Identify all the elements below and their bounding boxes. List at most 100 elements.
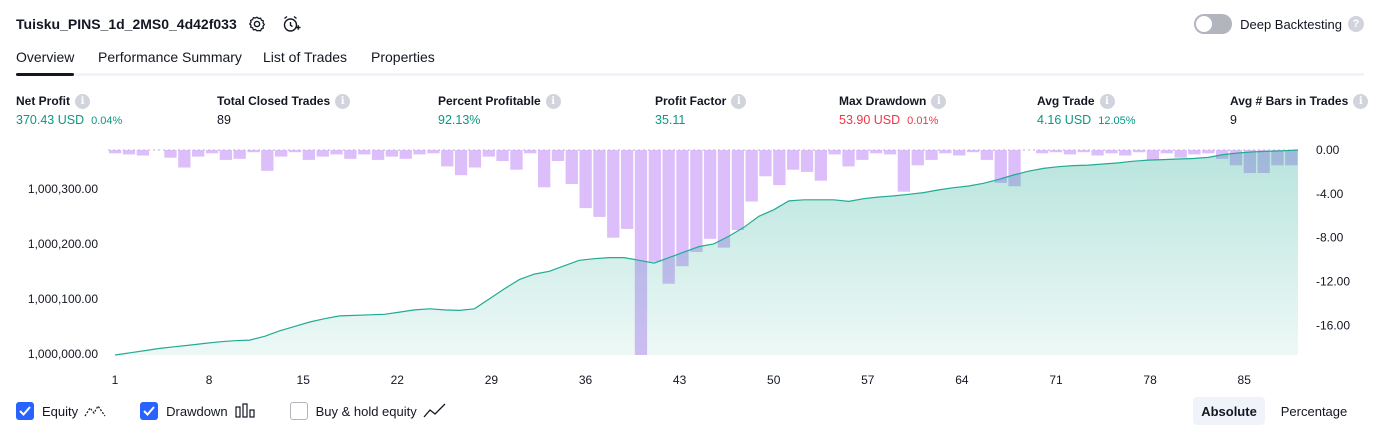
drawdown-bar xyxy=(316,150,329,157)
x-tick-label: 43 xyxy=(673,373,687,387)
tab-properties[interactable]: Properties xyxy=(371,49,435,65)
x-tick-label: 71 xyxy=(1049,373,1063,387)
equity-line-icon xyxy=(84,404,106,417)
drawdown-bar xyxy=(828,150,841,155)
tab-performance-summary[interactable]: Performance Summary xyxy=(98,49,242,65)
x-tick-label: 50 xyxy=(767,373,781,387)
drawdown-bar xyxy=(745,150,758,202)
drawdown-bar xyxy=(178,150,191,168)
equity-area xyxy=(114,149,1299,356)
metric-subvalue: 12.05% xyxy=(1098,115,1136,127)
help-icon[interactable]: ? xyxy=(1348,16,1364,32)
deep-backtesting-toggle[interactable] xyxy=(1194,14,1233,34)
x-tick-label: 22 xyxy=(391,373,405,387)
drawdown-bar xyxy=(496,150,509,161)
metric-max-drawdown: Max Drawdown i 53.90 USD 0.01% xyxy=(839,93,947,127)
drawdown-bar xyxy=(1091,150,1104,156)
drawdown-bar xyxy=(385,150,398,157)
strategy-name: Tuisku_PINS_1d_2MS0_4d42f033 xyxy=(16,16,237,32)
drawdown-bar xyxy=(275,150,288,157)
x-tick-label: 29 xyxy=(485,373,499,387)
gear-icon[interactable] xyxy=(246,13,268,35)
trend-line-icon xyxy=(423,403,446,418)
right-tick-label: -4.00 xyxy=(1316,187,1344,201)
drawdown-bar xyxy=(856,150,869,160)
info-icon[interactable]: i xyxy=(1099,93,1115,109)
metric-label: Net Profit xyxy=(16,94,70,108)
drawdown-bar xyxy=(441,150,454,167)
drawdown-bar xyxy=(731,150,744,230)
chart-legend: Equity Drawdown Buy & hold equity xyxy=(16,400,481,422)
drawdown-bar xyxy=(759,150,772,177)
left-tick-label: 1,000,100.00 xyxy=(28,292,98,306)
drawdown-bar xyxy=(233,150,246,159)
drawdown-bar xyxy=(164,150,177,158)
drawdown-bar xyxy=(454,150,468,176)
drawdown-bar xyxy=(192,150,205,157)
absolute-button[interactable]: Absolute xyxy=(1193,397,1265,425)
metric-value: 370.43 USD xyxy=(16,113,85,127)
drawdown-bar xyxy=(1077,150,1090,153)
drawdown-bar xyxy=(897,150,910,192)
drawdown-bar xyxy=(787,150,800,170)
tab-list-of-trades[interactable]: List of Trades xyxy=(263,49,348,65)
info-icon[interactable]: i xyxy=(545,93,561,109)
drawdown-bar xyxy=(648,150,661,262)
drawdown-bar xyxy=(1174,150,1187,158)
drawdown-bar xyxy=(1146,150,1160,160)
metric-percent-profitable: Percent Profitable i 92.13% xyxy=(438,93,561,127)
drawdown-bar xyxy=(358,150,371,155)
right-axis: 0.00 -4.00 -8.00 -12.00 -16.00 xyxy=(1316,143,1350,332)
drawdown-bar xyxy=(676,150,689,267)
x-tick-label: 36 xyxy=(579,373,593,387)
drawdown-bar xyxy=(399,150,412,159)
drawdown-label: Drawdown xyxy=(166,403,228,419)
info-icon[interactable]: i xyxy=(335,93,351,109)
drawdown-bar xyxy=(579,150,592,209)
info-icon[interactable]: i xyxy=(931,93,947,109)
drawdown-bar xyxy=(966,150,980,153)
drawdown-bar xyxy=(1133,150,1146,153)
drawdown-bar xyxy=(468,150,482,168)
drawdown-bar xyxy=(344,150,357,159)
equity-label: Equity xyxy=(42,403,79,419)
drawdown-bar xyxy=(1119,150,1132,156)
tab-overview[interactable]: Overview xyxy=(16,49,75,76)
metric-subvalue: 0.01% xyxy=(907,115,939,127)
info-icon[interactable]: i xyxy=(731,93,747,109)
deep-backtesting-label: Deep Backtesting xyxy=(1240,16,1342,32)
drawdown-bar xyxy=(1202,150,1215,154)
drawdown-bar xyxy=(136,150,149,156)
left-tick-label: 1,000,000.00 xyxy=(28,347,98,361)
drawdown-bar xyxy=(870,150,883,154)
x-tick-label: 57 xyxy=(861,373,875,387)
drawdown-checkbox[interactable]: Drawdown xyxy=(140,402,255,420)
drawdown-bar xyxy=(1188,150,1201,155)
buy-hold-checkbox[interactable]: Buy & hold equity xyxy=(289,402,447,420)
right-tick-label: -16.00 xyxy=(1316,318,1350,332)
metric-label: Max Drawdown xyxy=(839,94,927,108)
percentage-button[interactable]: Percentage xyxy=(1280,403,1348,419)
metric-label: Total Closed Trades xyxy=(217,94,331,108)
equity-chart[interactable]: 1,000,000.00 1,000,100.00 1,000,200.00 1,00… xyxy=(0,140,1379,395)
metric-value: 53.90 USD xyxy=(839,113,901,127)
x-tick-label: 85 xyxy=(1238,373,1252,387)
x-tick-label: 1 xyxy=(112,373,119,387)
metric-profit-factor: Profit Factor i 35.11 xyxy=(655,93,747,127)
equity-fill xyxy=(115,150,1298,355)
metric-value: 89 xyxy=(217,113,231,127)
drawdown-bar xyxy=(288,150,302,153)
info-icon[interactable]: i xyxy=(75,93,90,109)
alarm-clock-plus-icon[interactable] xyxy=(280,13,302,35)
drawdown-bar xyxy=(717,150,731,248)
x-tick-label: 64 xyxy=(955,373,969,387)
drawdown-bar xyxy=(925,150,938,160)
drawdown-bar xyxy=(551,150,565,161)
right-tick-label: -8.00 xyxy=(1316,231,1344,245)
info-icon[interactable]: i xyxy=(1353,93,1369,109)
drawdown-bar xyxy=(994,150,1007,183)
metric-avg-bars: Avg # Bars in Trades i 9 xyxy=(1230,93,1369,127)
drawdown-bar xyxy=(1063,150,1077,155)
drawdown-bar xyxy=(593,150,606,217)
equity-checkbox[interactable]: Equity xyxy=(16,402,106,420)
